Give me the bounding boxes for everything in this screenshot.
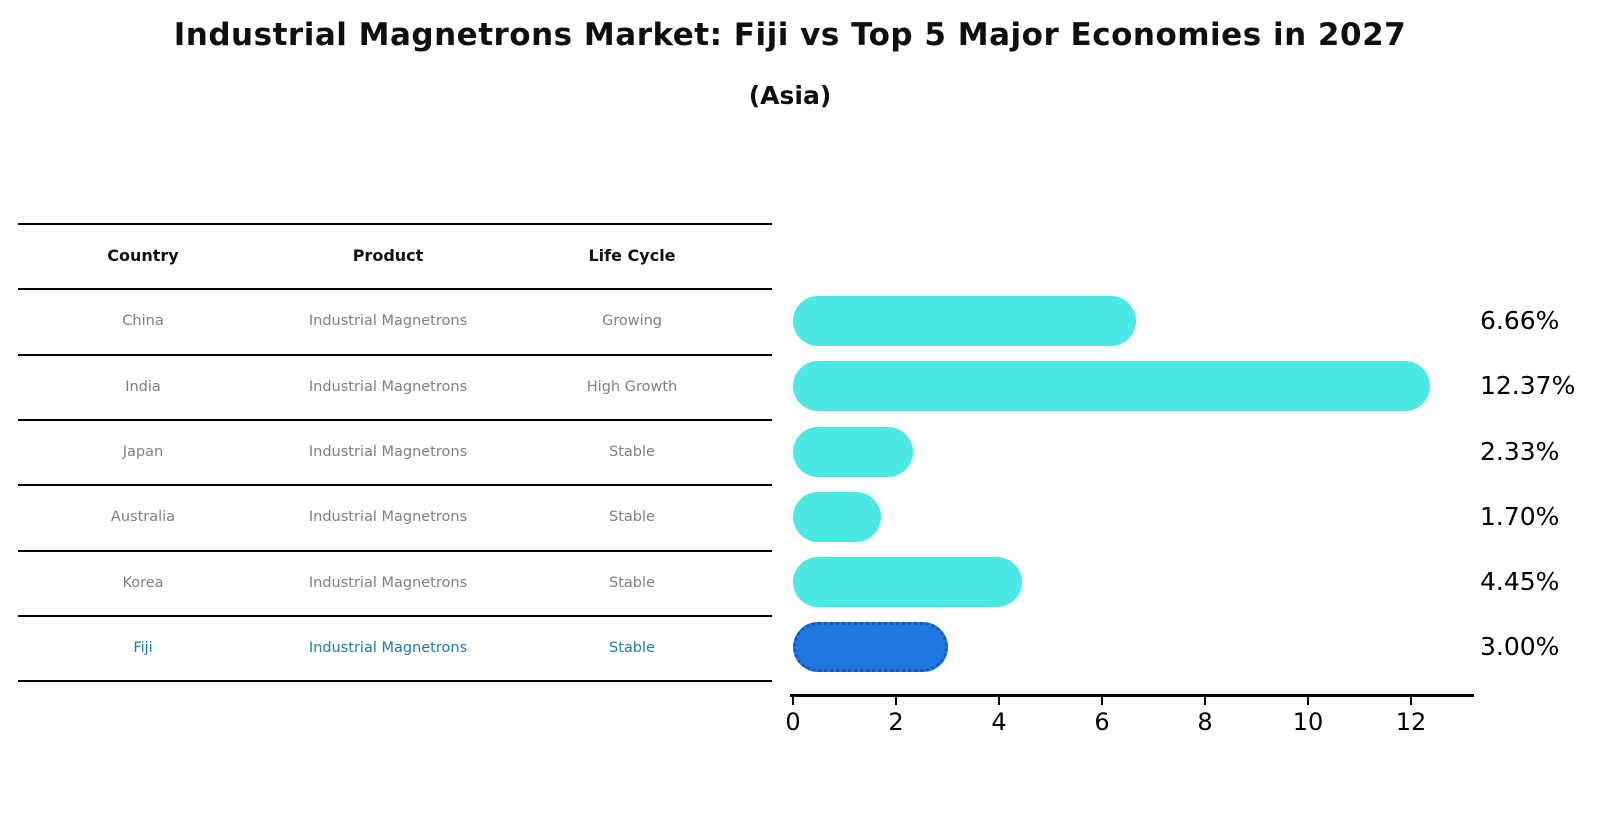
cell-country: Fiji [133,639,153,656]
cell-product: Industrial Magnetrons [308,508,468,525]
table-rule [18,354,772,356]
cell-life-cycle: High Growth [586,378,678,395]
table-row: Korea Industrial Magnetrons Stable [18,550,772,615]
chart-subtitle: (Asia) [748,81,832,110]
table-rule [18,484,772,486]
x-axis-tick [792,696,794,705]
cell-product: Industrial Magnetrons [308,312,468,329]
bar-fiji [793,622,948,672]
table-rule [18,419,772,421]
cell-life-cycle: Stable [609,574,655,591]
x-axis-tick-label: 0 [785,708,801,736]
cell-product: Industrial Magnetrons [308,639,468,656]
table-row: Australia Industrial Magnetrons Stable [18,484,772,549]
table-header-row: Country Product Life Cycle [18,223,772,288]
table-rule [18,550,772,552]
bar-india [793,361,1430,411]
x-axis-tick [1410,696,1412,705]
cell-product: Industrial Magnetrons [308,378,468,395]
x-axis-line [790,694,1474,697]
table-header-life-cycle: Life Cycle [588,246,676,265]
cell-life-cycle: Stable [609,508,655,525]
chart-title: Industrial Magnetrons Market: Fiji vs To… [173,17,1407,53]
bar-value-label: 4.45% [1480,567,1560,596]
bar-value-label: 2.33% [1480,437,1560,466]
bar-australia [793,492,881,542]
table-header-product: Product [352,246,424,265]
cell-product: Industrial Magnetrons [308,574,468,591]
bar-korea [793,557,1022,607]
table-row: Japan Industrial Magnetrons Stable [18,419,772,484]
x-axis-tick [1204,696,1206,705]
bar-value-label: 6.66% [1480,306,1560,335]
x-axis-tick-label: 10 [1292,708,1324,736]
cell-country: Australia [110,508,176,525]
bar-value-label: 12.37% [1480,371,1576,400]
x-axis-tick [1307,696,1309,705]
x-axis-tick [895,696,897,705]
cell-country: India [125,378,161,395]
x-axis-tick-label: 12 [1395,708,1427,736]
bar-value-label: 1.70% [1480,502,1560,531]
cell-life-cycle: Stable [609,443,655,460]
table-rule [18,223,772,225]
table-row: Fiji Industrial Magnetrons Stable [18,615,772,680]
x-axis-tick-label: 6 [1094,708,1110,736]
bar-china [793,296,1136,346]
cell-life-cycle: Growing [601,312,663,329]
cell-country: China [122,312,164,329]
table-header-country: Country [107,246,179,265]
table-rule [18,615,772,617]
bar-value-label: 3.00% [1480,632,1560,661]
cell-country: Korea [122,574,164,591]
table-row: China Industrial Magnetrons Growing [18,288,772,353]
table-rule [18,288,772,290]
x-axis-tick-label: 8 [1197,708,1213,736]
x-axis-tick-label: 4 [991,708,1007,736]
table-row: India Industrial Magnetrons High Growth [18,354,772,419]
x-axis-tick [998,696,1000,705]
cell-product: Industrial Magnetrons [308,443,468,460]
bar-japan [793,427,913,477]
table-rule [18,680,772,682]
cell-life-cycle: Stable [609,639,655,656]
x-axis-tick [1101,696,1103,705]
x-axis-tick-label: 2 [888,708,904,736]
cell-country: Japan [122,443,164,460]
